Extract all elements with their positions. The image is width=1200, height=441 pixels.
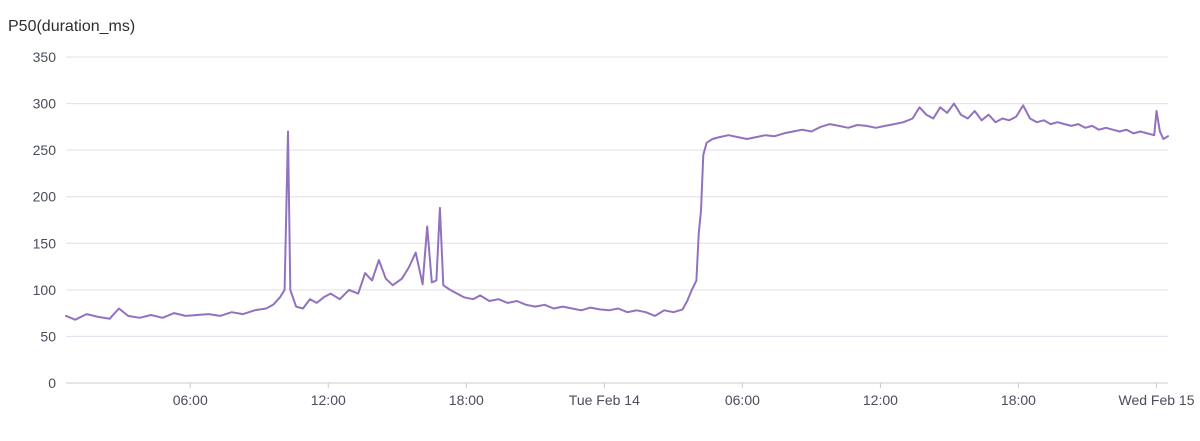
y-tick-label: 250 <box>33 142 57 158</box>
y-tick-label: 150 <box>33 235 57 251</box>
series-group <box>65 102 1169 321</box>
x-tick-label: Tue Feb 14 <box>569 392 640 408</box>
x-tick-label: 06:00 <box>173 392 208 408</box>
x-axis-ticks: 06:00 12:00 18:00 Tue Feb 14 06:00 12:00 18:00… <box>173 383 1195 408</box>
y-tick-label: 50 <box>40 328 56 344</box>
x-tick-label: Wed Feb 15 <box>1118 392 1194 408</box>
x-tick-label: 18:00 <box>449 392 484 408</box>
y-tick-label: 100 <box>33 282 57 298</box>
x-tick-label: 06:00 <box>725 392 760 408</box>
x-tick-label: 12:00 <box>311 392 346 408</box>
grid-lines <box>66 56 1168 384</box>
y-tick-label: 300 <box>33 96 57 112</box>
y-tick-label: 200 <box>33 189 57 205</box>
x-tick-label: 18:00 <box>1001 392 1036 408</box>
y-tick-label: 0 <box>48 375 56 391</box>
series-line-p50-duration[interactable] <box>65 102 1169 321</box>
chart-title: P50(duration_ms) <box>8 18 136 35</box>
y-axis-ticks: 0 50 100 150 200 250 300 350 <box>33 49 57 391</box>
x-tick-label: 12:00 <box>863 392 898 408</box>
y-tick-label: 350 <box>33 49 57 65</box>
